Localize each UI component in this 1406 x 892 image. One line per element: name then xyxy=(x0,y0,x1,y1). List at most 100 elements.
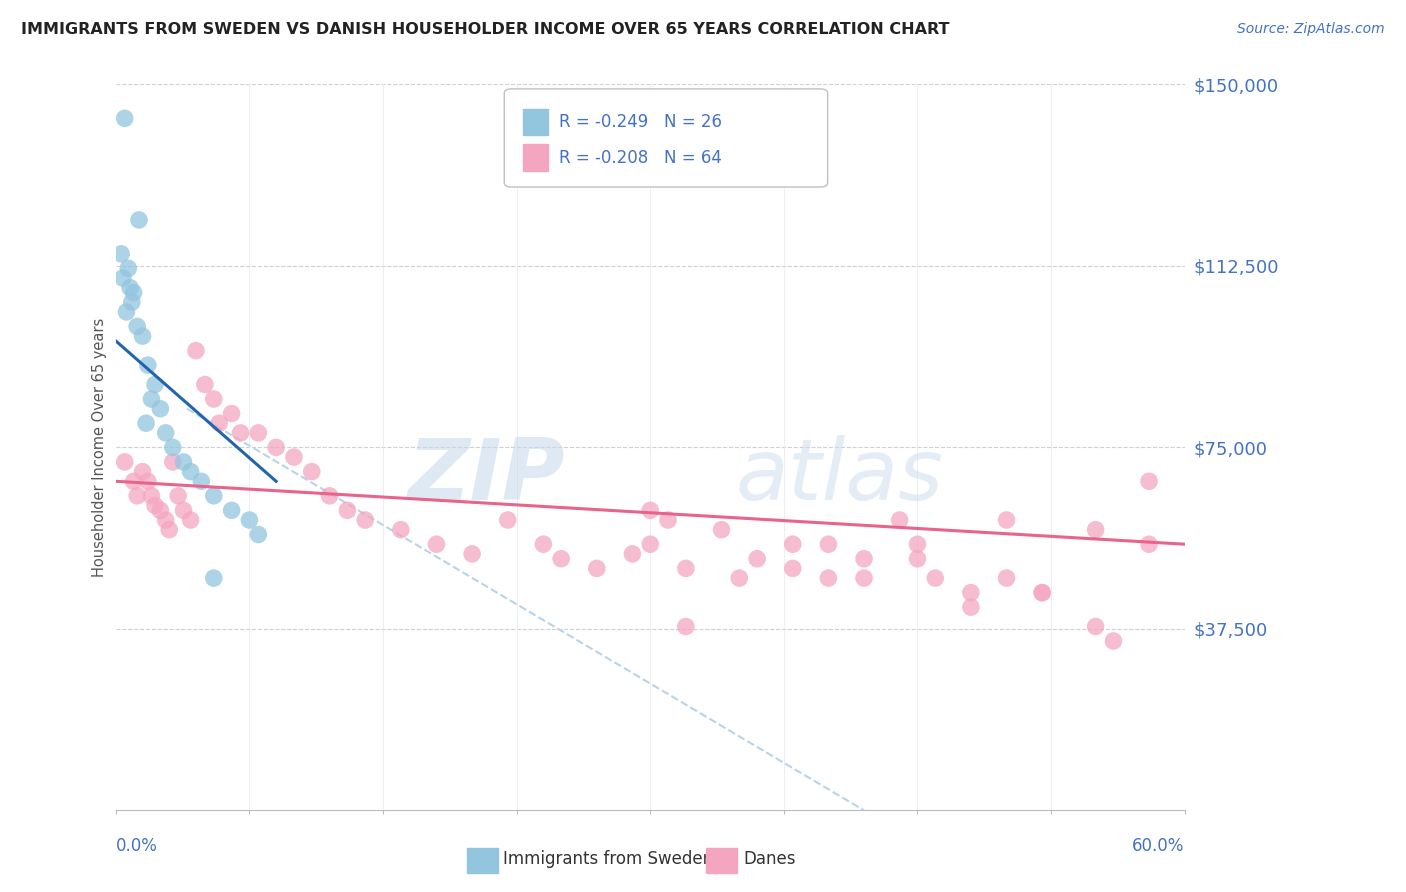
Point xyxy=(1084,523,1107,537)
Point xyxy=(190,475,212,489)
Point xyxy=(122,475,145,489)
Point xyxy=(853,571,876,585)
Point xyxy=(425,537,447,551)
Point xyxy=(110,247,132,261)
Point xyxy=(747,551,769,566)
Point xyxy=(221,407,243,421)
Point xyxy=(550,551,572,566)
Y-axis label: Householder Income Over 65 years: Householder Income Over 65 years xyxy=(93,318,107,577)
Point xyxy=(907,537,929,551)
Point xyxy=(960,585,983,599)
Point xyxy=(354,513,377,527)
Text: R = -0.249   N = 26: R = -0.249 N = 26 xyxy=(560,113,723,131)
Point xyxy=(136,358,159,372)
Point xyxy=(167,489,190,503)
Point xyxy=(136,475,159,489)
Point xyxy=(118,281,141,295)
Point xyxy=(115,305,138,319)
Point xyxy=(907,551,929,566)
Point xyxy=(117,261,139,276)
Point xyxy=(728,571,751,585)
Point xyxy=(173,455,195,469)
Point xyxy=(461,547,484,561)
Point xyxy=(131,329,153,343)
Text: ZIP: ZIP xyxy=(408,435,565,518)
Point xyxy=(1031,585,1053,599)
Text: Danes: Danes xyxy=(742,850,796,869)
Point xyxy=(143,499,166,513)
Point xyxy=(221,503,243,517)
Point xyxy=(817,571,839,585)
Point xyxy=(127,489,149,503)
Point xyxy=(121,295,143,310)
Point xyxy=(283,450,305,464)
Point xyxy=(173,503,195,517)
Point xyxy=(127,319,149,334)
Text: Source: ZipAtlas.com: Source: ZipAtlas.com xyxy=(1237,22,1385,37)
Point xyxy=(128,213,150,227)
Point xyxy=(122,285,145,300)
Point xyxy=(657,513,679,527)
Point xyxy=(111,271,134,285)
Point xyxy=(180,513,202,527)
Point xyxy=(995,571,1018,585)
Text: 0.0%: 0.0% xyxy=(115,837,157,855)
Point xyxy=(853,551,876,566)
Point xyxy=(675,561,697,575)
Point xyxy=(141,489,163,503)
Point xyxy=(995,513,1018,527)
Point xyxy=(247,425,270,440)
Point xyxy=(960,600,983,615)
Point xyxy=(710,523,733,537)
Text: atlas: atlas xyxy=(735,435,943,518)
Point xyxy=(194,377,217,392)
Point xyxy=(238,513,260,527)
Point xyxy=(1102,634,1125,648)
Point xyxy=(638,503,661,517)
Point xyxy=(114,455,136,469)
Point xyxy=(1137,537,1160,551)
Point xyxy=(264,441,287,455)
Text: IMMIGRANTS FROM SWEDEN VS DANISH HOUSEHOLDER INCOME OVER 65 YEARS CORRELATION CH: IMMIGRANTS FROM SWEDEN VS DANISH HOUSEHO… xyxy=(21,22,949,37)
Point xyxy=(184,343,207,358)
Point xyxy=(247,527,270,541)
Point xyxy=(141,392,163,406)
Point xyxy=(135,416,157,430)
Point xyxy=(318,489,340,503)
Point xyxy=(202,392,225,406)
Point xyxy=(157,523,180,537)
Point xyxy=(202,489,225,503)
Point xyxy=(621,547,644,561)
Point xyxy=(1084,619,1107,633)
Point xyxy=(924,571,946,585)
Point xyxy=(675,619,697,633)
Point xyxy=(131,465,153,479)
Point xyxy=(531,537,554,551)
Point xyxy=(114,112,136,126)
Point xyxy=(155,425,177,440)
Point xyxy=(149,401,172,416)
Point xyxy=(229,425,252,440)
Point xyxy=(817,537,839,551)
Point xyxy=(638,537,661,551)
Point xyxy=(1137,475,1160,489)
Point xyxy=(143,377,166,392)
Point xyxy=(1031,585,1053,599)
Point xyxy=(389,523,412,537)
Text: Immigrants from Sweden: Immigrants from Sweden xyxy=(502,850,713,869)
Point xyxy=(155,513,177,527)
Point xyxy=(162,441,184,455)
Point xyxy=(585,561,607,575)
Text: 60.0%: 60.0% xyxy=(1132,837,1185,855)
Point xyxy=(202,571,225,585)
Point xyxy=(180,465,202,479)
Text: R = -0.208   N = 64: R = -0.208 N = 64 xyxy=(560,149,721,167)
Point xyxy=(162,455,184,469)
Point xyxy=(782,561,804,575)
Point xyxy=(208,416,231,430)
Point xyxy=(336,503,359,517)
Point xyxy=(889,513,911,527)
Point xyxy=(301,465,323,479)
Point xyxy=(149,503,172,517)
Point xyxy=(782,537,804,551)
